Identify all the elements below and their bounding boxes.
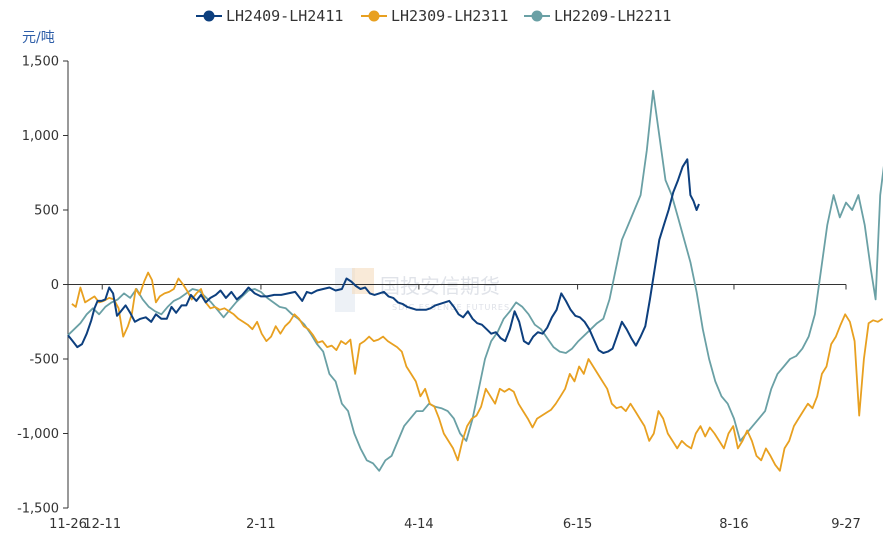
watermark-subtext: SDIC ESSENCE FUTURES — [392, 303, 510, 312]
x-tick-label: 6-15 — [563, 517, 593, 532]
legend-label-2: LH2309-LH2311 — [391, 7, 508, 25]
y-tick-label: 1,000 — [22, 129, 59, 144]
y-tick-label: -1,000 — [17, 427, 59, 442]
series-line-2[interactable] — [71, 271, 883, 472]
y-tick-label: 500 — [34, 204, 59, 219]
y-axis-ticks: 1,500 1,000 500 0 -500 -1,000 -1,500 — [17, 55, 68, 517]
watermark: 国投安信期货 SDIC ESSENCE FUTURES — [335, 268, 510, 312]
x-tick-label: 8-16 — [719, 517, 749, 532]
legend-item-1[interactable]: LH2409-LH2411 — [196, 7, 343, 25]
x-tick-label: 9-27 — [831, 517, 861, 532]
y-axis-unit-label: 元/吨 — [22, 30, 55, 46]
legend-label-1: LH2409-LH2411 — [226, 7, 343, 25]
watermark-text: 国投安信期货 — [380, 274, 500, 298]
chart-legend: LH2409-LH2411 LH2309-LH2311 LH2209-LH221… — [196, 7, 671, 25]
y-tick-label: -500 — [29, 353, 59, 368]
x-tick-label: 12-11 — [83, 517, 121, 532]
x-tick-label: 11-26 — [49, 517, 87, 532]
y-tick-label: -1,500 — [17, 502, 59, 517]
x-tick-label: 4-14 — [404, 517, 434, 532]
legend-item-2[interactable]: LH2309-LH2311 — [361, 7, 508, 25]
legend-label-3: LH2209-LH2211 — [554, 7, 671, 25]
legend-item-3[interactable]: LH2209-LH2211 — [524, 7, 671, 25]
x-tick-label: 2-11 — [246, 517, 276, 532]
series-line-1[interactable] — [67, 158, 700, 354]
y-tick-label: 1,500 — [22, 55, 59, 70]
series-lines — [67, 89, 883, 472]
y-tick-label: 0 — [51, 278, 59, 293]
